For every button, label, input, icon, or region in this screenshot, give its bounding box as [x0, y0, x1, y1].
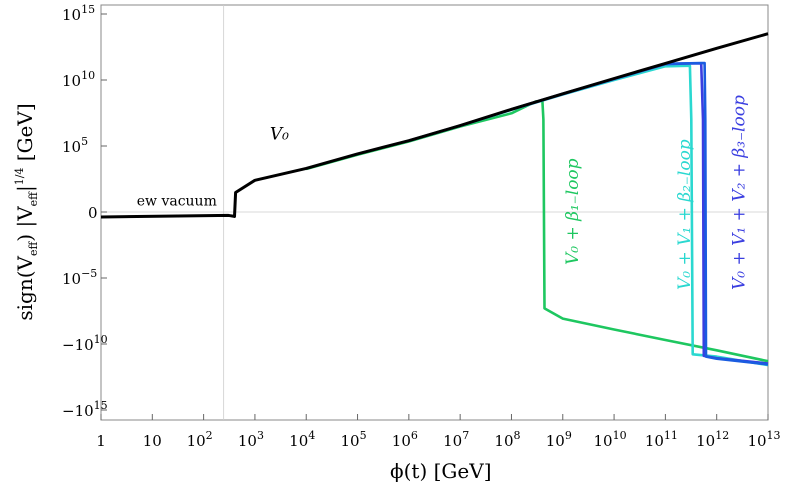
x-tick-label-7: 107: [443, 429, 469, 450]
series-line-3: [408, 62, 769, 365]
axis-ticks: 1 10 102 103 104 105 106 107 108 109 1010 1011 1012 1…: [62, 3, 781, 450]
series-line-2: [408, 64, 769, 367]
x-tick-label-6: 106: [392, 429, 418, 450]
x-tick-label-8: 108: [494, 429, 520, 450]
ylabel-part-b: ) |V: [13, 206, 38, 242]
x-tick-label-11: 1011: [645, 429, 678, 450]
y-tick-label-1: 1010: [62, 69, 95, 90]
x-tick-label-2: 102: [187, 429, 213, 450]
y-tick-label-2: 105: [62, 135, 88, 156]
series-label-2: V₀ + V₁ + β₂₋loop: [675, 139, 695, 290]
ylabel-part-c: |: [13, 185, 38, 192]
x-tick-label-1: 10: [143, 432, 162, 450]
series-label-3: V₀ + V₁ + V₂ + β₃₋loop: [730, 95, 750, 290]
x-tick-label-4: 104: [289, 429, 315, 450]
x-tick-label-0: 1: [96, 432, 106, 450]
ylabel-sup-c: 1/4: [13, 168, 26, 186]
label-group: ew vacuum V₀ V₀ + β₁₋loop V₀ + V₁ + β₂₋loop…: [137, 95, 750, 290]
series-group: [100, 32, 769, 367]
y-axis-title: sign(Veff) |Veff|1/4 [GeV]: [13, 103, 40, 320]
x-tick-label-10: 1010: [594, 429, 627, 450]
annotation-1: V₀: [270, 125, 289, 145]
x-tick-label-13: 1013: [747, 429, 780, 450]
x-tick-label-12: 1012: [696, 429, 729, 450]
svg-text:sign(Veff) |Veff|1/4 [GeV]: sign(Veff) |Veff|1/4 [GeV]: [13, 103, 40, 320]
y-tick-label-3: 0: [88, 204, 98, 222]
series-label-1: V₀ + β₁₋loop: [563, 158, 583, 265]
x-axis-title: ϕ(t) [GeV]: [390, 459, 492, 483]
ylabel-part-a: sign(V: [13, 255, 37, 320]
series-line-0: [100, 32, 769, 219]
y-tick-label-4: 10−5: [62, 267, 97, 288]
series-line-1: [305, 99, 769, 363]
ylabel-sub-b: eff: [27, 191, 40, 207]
ylabel-sub-a: eff: [27, 241, 40, 257]
annotation-0: ew vacuum: [137, 194, 217, 210]
y-tick-label-0: 1015: [62, 3, 95, 24]
y-tick-label-5: −1010: [62, 333, 108, 354]
x-tick-label-9: 109: [546, 429, 572, 450]
ylabel-part-d: [GeV]: [13, 103, 37, 167]
x-tick-label-5: 105: [340, 429, 366, 450]
x-tick-label-3: 103: [238, 429, 264, 450]
y-tick-label-6: −1015: [62, 399, 108, 420]
